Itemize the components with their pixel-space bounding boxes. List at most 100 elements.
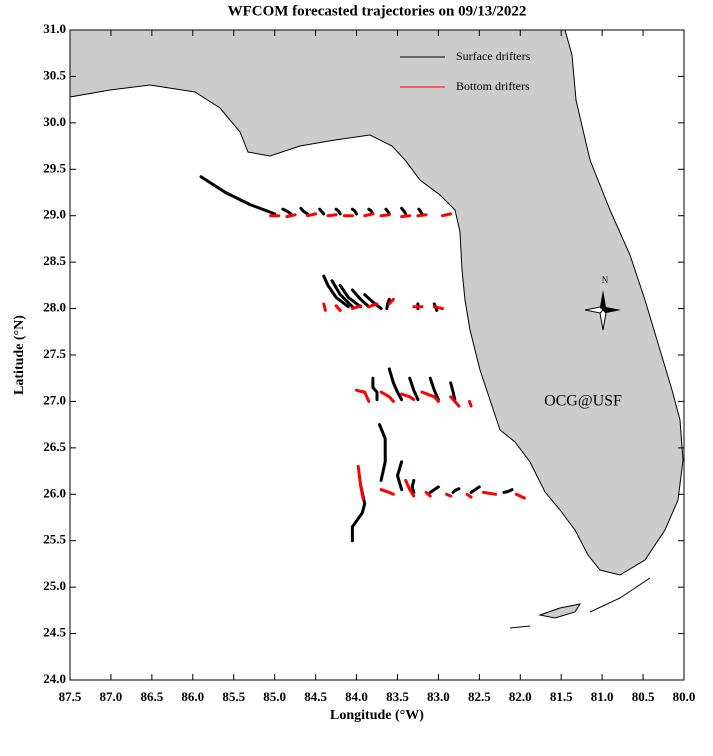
y-tick-label: 31.0 xyxy=(43,21,66,36)
trajectory xyxy=(481,490,498,496)
trajectory xyxy=(350,288,371,309)
trajectory xyxy=(326,213,338,218)
trajectory xyxy=(356,464,365,501)
compass: N xyxy=(584,275,621,331)
trajectory xyxy=(384,207,391,216)
trajectory xyxy=(379,213,391,218)
trajectory xyxy=(387,297,395,306)
trajectory xyxy=(502,488,514,494)
trajectory xyxy=(404,478,416,498)
legend-label: Surface drifters xyxy=(456,49,531,63)
x-tick-label: 87.5 xyxy=(59,689,82,704)
compass-point xyxy=(603,307,621,313)
y-tick-label: 30.0 xyxy=(43,114,66,129)
florida-keys xyxy=(538,603,582,619)
trajectory xyxy=(441,212,453,218)
trajectory xyxy=(322,274,350,309)
y-tick-label: 29.5 xyxy=(43,160,66,175)
trajectory xyxy=(396,460,404,492)
y-tick-label: 28.5 xyxy=(43,253,66,268)
trajectory xyxy=(432,305,444,311)
trajectory xyxy=(424,490,432,498)
y-tick-label: 26.0 xyxy=(43,485,66,500)
x-tick-label: 82.0 xyxy=(509,689,532,704)
keys-outline xyxy=(509,577,651,629)
trajectory xyxy=(363,212,375,218)
trajectory xyxy=(299,206,309,216)
y-tick-label: 24.0 xyxy=(43,671,66,686)
trajectory xyxy=(400,392,416,402)
y-axis-label: Latitude (°N) xyxy=(12,315,27,395)
trajectory xyxy=(338,283,363,309)
trajectory xyxy=(355,388,371,403)
trajectory xyxy=(378,423,387,482)
annotation: OCG@USF xyxy=(544,393,622,410)
x-tick-label: 86.0 xyxy=(181,689,204,704)
trajectory xyxy=(371,376,379,402)
trajectory xyxy=(281,207,293,216)
trajectory xyxy=(350,207,358,216)
trajectory xyxy=(367,302,379,309)
trajectory xyxy=(416,213,428,218)
compass-point xyxy=(600,290,606,310)
y-tick-label: 28.0 xyxy=(43,300,66,315)
x-tick-label: 85.0 xyxy=(263,689,286,704)
trajectory xyxy=(400,206,408,216)
y-tick-label: 29.0 xyxy=(43,207,66,222)
trajectory xyxy=(514,492,526,500)
trajectory xyxy=(322,302,327,312)
x-tick-label: 83.0 xyxy=(427,689,450,704)
y-tick-label: 25.0 xyxy=(43,578,66,593)
x-tick-label: 81.0 xyxy=(591,689,614,704)
trajectory xyxy=(451,487,461,494)
y-tick-label: 25.5 xyxy=(43,532,66,547)
x-tick-label: 86.5 xyxy=(140,689,163,704)
y-tick-label: 30.5 xyxy=(43,67,66,82)
trajectory xyxy=(449,395,461,408)
trajectory xyxy=(445,492,453,498)
trajectory xyxy=(363,293,383,311)
y-tick-label: 27.0 xyxy=(43,392,66,407)
x-tick-label: 80.0 xyxy=(673,689,696,704)
chart-title: WFCOM forecasted trajectories on 09/13/2… xyxy=(228,3,527,19)
trajectory xyxy=(410,478,416,494)
land xyxy=(69,29,684,629)
trajectory xyxy=(465,492,473,499)
trajectory xyxy=(379,390,395,403)
trajectory xyxy=(285,213,297,219)
trajectory xyxy=(334,207,342,216)
x-tick-label: 85.5 xyxy=(222,689,245,704)
trajectory xyxy=(199,175,277,216)
trajectory xyxy=(387,367,404,402)
florida-land xyxy=(69,29,684,576)
y-tick-label: 24.5 xyxy=(43,625,66,640)
trajectory xyxy=(385,297,391,311)
trajectory xyxy=(334,304,342,312)
x-tick-label: 81.5 xyxy=(550,689,573,704)
y-tick-label: 27.5 xyxy=(43,346,66,361)
trajectory xyxy=(420,390,440,403)
y-tick-label: 26.5 xyxy=(43,439,66,454)
trajectory xyxy=(468,399,473,408)
trajectory xyxy=(417,207,424,216)
trajectory xyxy=(350,304,363,311)
x-tick-label: 82.5 xyxy=(468,689,491,704)
x-tick-label: 83.5 xyxy=(386,689,409,704)
trajectory xyxy=(305,212,318,218)
trajectory xyxy=(449,381,457,402)
compass-label: N xyxy=(602,275,609,285)
trajectory xyxy=(318,207,326,216)
trajectory xyxy=(428,485,440,494)
x-tick-label: 84.0 xyxy=(345,689,368,704)
x-tick-label: 84.5 xyxy=(304,689,327,704)
trajectory xyxy=(400,214,412,219)
trajectory xyxy=(330,279,354,309)
trajectory xyxy=(408,376,420,402)
legend-label: Bottom drifters xyxy=(456,79,530,93)
trajectory xyxy=(428,376,440,402)
trajectory xyxy=(379,488,395,496)
x-axis-label: Longitude (°W) xyxy=(330,708,424,723)
x-tick-label: 80.5 xyxy=(632,689,655,704)
x-tick-label: 87.0 xyxy=(100,689,123,704)
